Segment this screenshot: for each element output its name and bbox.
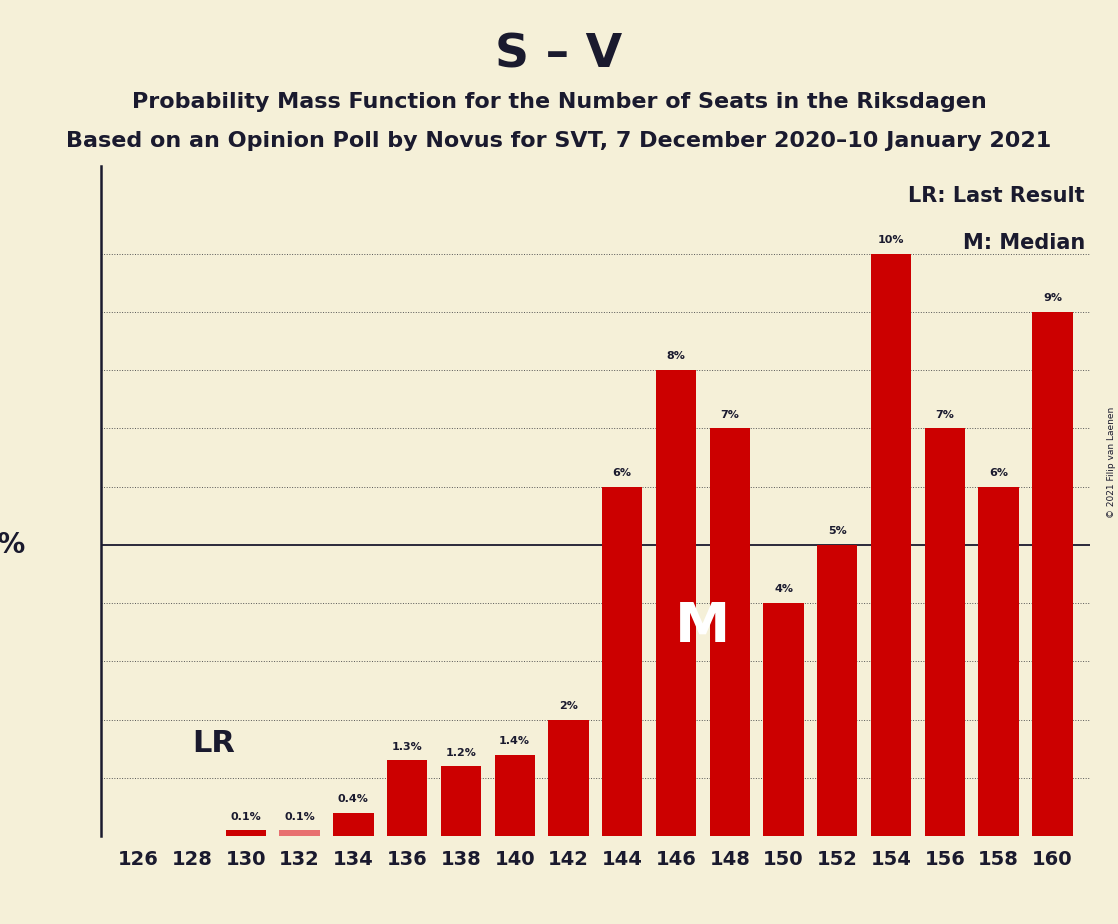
Bar (387, 760, 427, 836)
Text: 1.4%: 1.4% (499, 736, 530, 746)
Text: 1.2%: 1.2% (445, 748, 476, 758)
Bar (440, 766, 481, 836)
Text: 0.1%: 0.1% (230, 811, 262, 821)
Bar (817, 545, 858, 836)
Text: 6%: 6% (989, 468, 1008, 478)
Text: M: M (675, 600, 730, 653)
Bar (494, 755, 534, 836)
Text: 10%: 10% (878, 235, 904, 245)
Text: LR: LR (192, 728, 235, 758)
Bar (925, 429, 965, 836)
Text: 5%: 5% (0, 531, 27, 559)
Text: 6%: 6% (613, 468, 632, 478)
Text: Based on an Opinion Poll by Novus for SVT, 7 December 2020–10 January 2021: Based on an Opinion Poll by Novus for SV… (66, 131, 1052, 152)
Text: 2%: 2% (559, 701, 578, 711)
Text: M: Median: M: Median (963, 234, 1086, 253)
Text: 8%: 8% (666, 351, 685, 361)
Bar (226, 831, 266, 836)
Text: © 2021 Filip van Laenen: © 2021 Filip van Laenen (1107, 407, 1116, 517)
Text: 4%: 4% (774, 585, 793, 594)
Bar (548, 720, 588, 836)
Text: 7%: 7% (720, 409, 739, 419)
Bar (710, 429, 750, 836)
Text: 0.4%: 0.4% (338, 795, 369, 804)
Text: 9%: 9% (1043, 293, 1062, 303)
Bar (978, 487, 1018, 836)
Text: 0.1%: 0.1% (284, 811, 315, 821)
Text: 1.3%: 1.3% (391, 742, 423, 752)
Bar (871, 254, 911, 836)
Bar (1032, 312, 1072, 836)
Bar (603, 487, 643, 836)
Text: S – V: S – V (495, 32, 623, 78)
Bar (764, 603, 804, 836)
Text: Probability Mass Function for the Number of Seats in the Riksdagen: Probability Mass Function for the Number… (132, 92, 986, 113)
Text: LR: Last Result: LR: Last Result (909, 187, 1086, 206)
Bar (280, 831, 320, 836)
Bar (656, 371, 697, 836)
Bar (333, 813, 373, 836)
Text: 5%: 5% (828, 527, 846, 536)
Text: 7%: 7% (936, 409, 955, 419)
